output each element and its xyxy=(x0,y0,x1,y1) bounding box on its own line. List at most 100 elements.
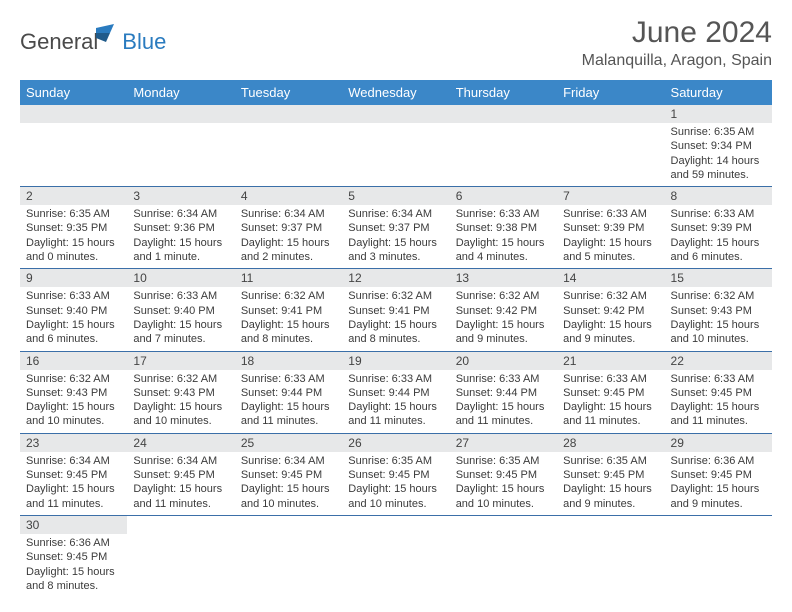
sunset-line: Sunset: 9:39 PM xyxy=(563,221,658,235)
calendar-row: 1Sunrise: 6:35 AMSunset: 9:34 PMDaylight… xyxy=(20,105,772,187)
weekday-header: Tuesday xyxy=(235,80,342,105)
calendar-cell xyxy=(20,105,127,187)
cell-body: Sunrise: 6:32 AMSunset: 9:42 PMDaylight:… xyxy=(557,287,664,350)
weekday-header: Sunday xyxy=(20,80,127,105)
cell-body: Sunrise: 6:32 AMSunset: 9:41 PMDaylight:… xyxy=(235,287,342,350)
calendar-cell xyxy=(235,105,342,187)
sunset-line: Sunset: 9:40 PM xyxy=(26,304,121,318)
sunset-line: Sunset: 9:34 PM xyxy=(671,139,766,153)
day-number: 13 xyxy=(450,269,557,287)
calendar-cell: 25Sunrise: 6:34 AMSunset: 9:45 PMDayligh… xyxy=(235,433,342,515)
calendar-cell: 19Sunrise: 6:33 AMSunset: 9:44 PMDayligh… xyxy=(342,351,449,433)
calendar-cell xyxy=(127,105,234,187)
calendar-cell: 12Sunrise: 6:32 AMSunset: 9:41 PMDayligh… xyxy=(342,269,449,351)
day-number: 12 xyxy=(342,269,449,287)
sunrise-line: Sunrise: 6:33 AM xyxy=(133,289,228,303)
sunset-line: Sunset: 9:45 PM xyxy=(563,468,658,482)
calendar-cell: 20Sunrise: 6:33 AMSunset: 9:44 PMDayligh… xyxy=(450,351,557,433)
day-number: 2 xyxy=(20,187,127,205)
sunrise-line: Sunrise: 6:33 AM xyxy=(241,372,336,386)
cell-body: Sunrise: 6:35 AMSunset: 9:35 PMDaylight:… xyxy=(20,205,127,268)
calendar-row: 16Sunrise: 6:32 AMSunset: 9:43 PMDayligh… xyxy=(20,351,772,433)
cell-body: Sunrise: 6:32 AMSunset: 9:43 PMDaylight:… xyxy=(665,287,772,350)
day-number: 29 xyxy=(665,434,772,452)
calendar-cell: 10Sunrise: 6:33 AMSunset: 9:40 PMDayligh… xyxy=(127,269,234,351)
sunset-line: Sunset: 9:43 PM xyxy=(133,386,228,400)
day-number: 22 xyxy=(665,352,772,370)
day-number: 26 xyxy=(342,434,449,452)
daylight-line: Daylight: 15 hours and 10 minutes. xyxy=(26,400,121,429)
sunrise-line: Sunrise: 6:33 AM xyxy=(26,289,121,303)
month-title: June 2024 xyxy=(582,16,772,50)
calendar-cell: 17Sunrise: 6:32 AMSunset: 9:43 PMDayligh… xyxy=(127,351,234,433)
calendar-cell xyxy=(342,515,449,597)
sunset-line: Sunset: 9:37 PM xyxy=(348,221,443,235)
cell-body: Sunrise: 6:32 AMSunset: 9:43 PMDaylight:… xyxy=(127,370,234,433)
calendar-cell: 7Sunrise: 6:33 AMSunset: 9:39 PMDaylight… xyxy=(557,187,664,269)
sunset-line: Sunset: 9:45 PM xyxy=(241,468,336,482)
cell-body: Sunrise: 6:34 AMSunset: 9:37 PMDaylight:… xyxy=(235,205,342,268)
day-number: 30 xyxy=(20,516,127,534)
calendar-row: 23Sunrise: 6:34 AMSunset: 9:45 PMDayligh… xyxy=(20,433,772,515)
sunset-line: Sunset: 9:45 PM xyxy=(456,468,551,482)
day-number: 21 xyxy=(557,352,664,370)
daylight-line: Daylight: 15 hours and 11 minutes. xyxy=(26,482,121,511)
daylight-line: Daylight: 15 hours and 9 minutes. xyxy=(563,482,658,511)
daynum-bar-empty xyxy=(557,105,664,123)
cell-body: Sunrise: 6:33 AMSunset: 9:39 PMDaylight:… xyxy=(665,205,772,268)
calendar-cell: 14Sunrise: 6:32 AMSunset: 9:42 PMDayligh… xyxy=(557,269,664,351)
weekday-header: Friday xyxy=(557,80,664,105)
daylight-line: Daylight: 15 hours and 10 minutes. xyxy=(348,482,443,511)
daynum-bar-empty xyxy=(450,105,557,123)
calendar-cell: 3Sunrise: 6:34 AMSunset: 9:36 PMDaylight… xyxy=(127,187,234,269)
sunset-line: Sunset: 9:36 PM xyxy=(133,221,228,235)
daylight-line: Daylight: 15 hours and 6 minutes. xyxy=(671,236,766,265)
day-number: 10 xyxy=(127,269,234,287)
sunrise-line: Sunrise: 6:32 AM xyxy=(133,372,228,386)
sunset-line: Sunset: 9:35 PM xyxy=(26,221,121,235)
day-number: 24 xyxy=(127,434,234,452)
cell-body: Sunrise: 6:34 AMSunset: 9:45 PMDaylight:… xyxy=(20,452,127,515)
sunrise-line: Sunrise: 6:35 AM xyxy=(26,207,121,221)
sunrise-line: Sunrise: 6:35 AM xyxy=(671,125,766,139)
daylight-line: Daylight: 15 hours and 6 minutes. xyxy=(26,318,121,347)
sunrise-line: Sunrise: 6:35 AM xyxy=(563,454,658,468)
day-number: 25 xyxy=(235,434,342,452)
sunrise-line: Sunrise: 6:33 AM xyxy=(671,207,766,221)
sunset-line: Sunset: 9:45 PM xyxy=(348,468,443,482)
daynum-bar-empty xyxy=(342,105,449,123)
calendar-cell: 1Sunrise: 6:35 AMSunset: 9:34 PMDaylight… xyxy=(665,105,772,187)
sunset-line: Sunset: 9:45 PM xyxy=(26,468,121,482)
calendar-cell xyxy=(127,515,234,597)
cell-body: Sunrise: 6:35 AMSunset: 9:45 PMDaylight:… xyxy=(342,452,449,515)
day-number: 4 xyxy=(235,187,342,205)
cell-body: Sunrise: 6:36 AMSunset: 9:45 PMDaylight:… xyxy=(20,534,127,597)
calendar-cell xyxy=(342,105,449,187)
sunrise-line: Sunrise: 6:34 AM xyxy=(241,207,336,221)
sunset-line: Sunset: 9:37 PM xyxy=(241,221,336,235)
daylight-line: Daylight: 15 hours and 9 minutes. xyxy=(671,482,766,511)
calendar-cell: 16Sunrise: 6:32 AMSunset: 9:43 PMDayligh… xyxy=(20,351,127,433)
sunset-line: Sunset: 9:45 PM xyxy=(563,386,658,400)
daylight-line: Daylight: 15 hours and 11 minutes. xyxy=(241,400,336,429)
calendar-cell: 28Sunrise: 6:35 AMSunset: 9:45 PMDayligh… xyxy=(557,433,664,515)
calendar-row: 9Sunrise: 6:33 AMSunset: 9:40 PMDaylight… xyxy=(20,269,772,351)
sunset-line: Sunset: 9:45 PM xyxy=(133,468,228,482)
calendar-cell: 9Sunrise: 6:33 AMSunset: 9:40 PMDaylight… xyxy=(20,269,127,351)
cell-body: Sunrise: 6:34 AMSunset: 9:45 PMDaylight:… xyxy=(235,452,342,515)
logo-text-dark: General xyxy=(20,29,98,55)
sunset-line: Sunset: 9:38 PM xyxy=(456,221,551,235)
logo-text-blue: Blue xyxy=(122,29,166,55)
daylight-line: Daylight: 15 hours and 3 minutes. xyxy=(348,236,443,265)
cell-body: Sunrise: 6:33 AMSunset: 9:44 PMDaylight:… xyxy=(235,370,342,433)
calendar-cell xyxy=(450,515,557,597)
sunrise-line: Sunrise: 6:34 AM xyxy=(348,207,443,221)
daylight-line: Daylight: 15 hours and 2 minutes. xyxy=(241,236,336,265)
sunrise-line: Sunrise: 6:33 AM xyxy=(671,372,766,386)
calendar-head: SundayMondayTuesdayWednesdayThursdayFrid… xyxy=(20,80,772,105)
sunrise-line: Sunrise: 6:34 AM xyxy=(133,454,228,468)
cell-body: Sunrise: 6:34 AMSunset: 9:37 PMDaylight:… xyxy=(342,205,449,268)
weekday-header: Saturday xyxy=(665,80,772,105)
daynum-bar-empty xyxy=(235,105,342,123)
cell-body: Sunrise: 6:35 AMSunset: 9:34 PMDaylight:… xyxy=(665,123,772,186)
